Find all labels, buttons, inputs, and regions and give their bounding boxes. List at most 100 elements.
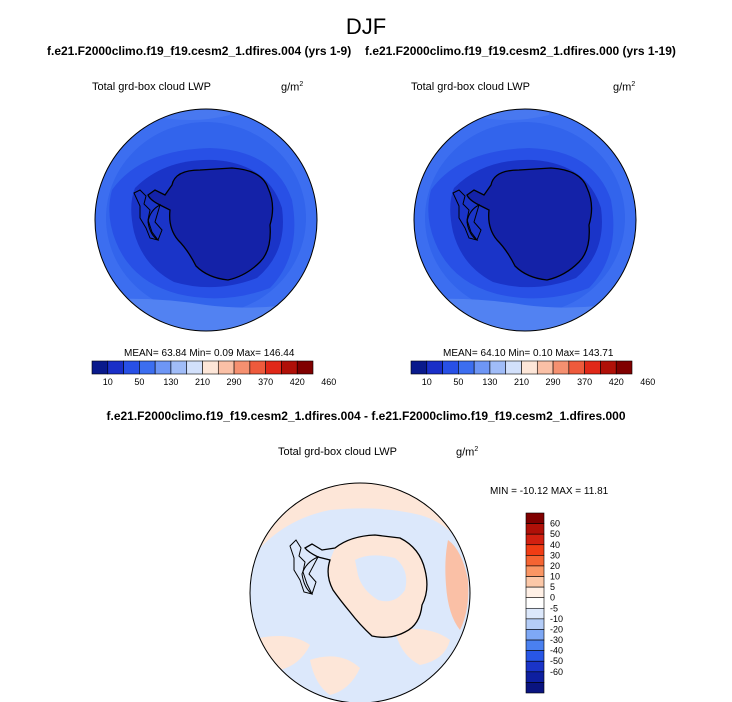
panel-diff-colorbar-tick-label: 0 (550, 593, 555, 603)
panel-a-colorbar-swatch (170, 360, 188, 375)
panel-b-colorbar-swatch (521, 360, 538, 375)
panel-diff-colorbar-swatch (525, 618, 545, 630)
panel-a-colorbar-tick-label: 420 (290, 377, 305, 387)
panel-diff-colorbar-tick-label: 40 (550, 540, 560, 550)
panel-b-colorbar-swatch (473, 360, 491, 375)
figure-title: DJF (345, 14, 387, 39)
panel-diff-colorbar-tick-label: 50 (550, 529, 560, 539)
panel-diff-colorbar-tick-label: -5 (550, 603, 558, 613)
panel-a-colorbar-tick-label: 50 (134, 377, 144, 387)
panel-diff-colorbar-tick-label: -50 (550, 656, 563, 666)
panel-diff-unit: g/m2 (456, 446, 479, 459)
panel-diff-colorbar-tick-label: -40 (550, 646, 563, 656)
panel-b-colorbar-swatch (600, 360, 617, 375)
panel-b-map-border (413, 108, 637, 332)
panel-a-colorbar-swatch (154, 360, 172, 375)
panel-a-map-border (94, 108, 318, 332)
panel-diff-colorbar-tick-label: 5 (550, 582, 555, 592)
panel-a-colorbar-swatch (233, 360, 251, 375)
panel-diff-colorbar-tick-label: -60 (550, 667, 563, 677)
case-a-title: f.e21.F2000climo.f19_f19.cesm2_1.dfires.… (47, 44, 352, 58)
panel-b-unit: g/m2 (613, 81, 636, 94)
panel-b-colorbar-swatch (505, 360, 522, 375)
panel-diff-colorbar-swatch (525, 671, 545, 683)
panel-a-stats: MEAN= 63.84 Min= 0.09 Max= 146.44 (124, 348, 295, 359)
panel-diff-colorbar-tick-label: 60 (550, 519, 560, 529)
panel-diff-colorbar-tick-label: -30 (550, 635, 563, 645)
panel-a-colorbar-swatch (107, 360, 124, 375)
panel-diff-colorbar-swatch (525, 586, 545, 599)
panel-a-colorbar-swatch (202, 360, 219, 375)
panel-diff-colorbar-swatch (525, 660, 545, 673)
panel-diff-colorbar-tick-label: 30 (550, 550, 560, 560)
panel-b-stats: MEAN= 64.10 Min= 0.10 Max= 143.71 (443, 348, 614, 359)
panel-b-colorbar-tick-label: 460 (640, 377, 655, 387)
panel-diff-colorbar-tick-label: -20 (550, 624, 563, 634)
difference-title: f.e21.F2000climo.f19_f19.cesm2_1.dfires.… (106, 409, 626, 423)
panel-diff-colorbar-swatch (525, 639, 545, 651)
panel-b-map (414, 109, 636, 331)
panel-a-colorbar-tick-label: 370 (258, 377, 273, 387)
panel-diff-colorbar-swatch (525, 597, 545, 609)
panel-a-colorbar-tick-label: 130 (163, 377, 178, 387)
panel-diff-colorbar-swatch (525, 523, 545, 535)
panel-diff-colorbar-swatch (525, 565, 545, 577)
panel-a-colorbar-tick-label: 210 (195, 377, 210, 387)
panel-a-colorbar: 10 50 130 210 290 370 420 460 (91, 360, 336, 387)
panel-a-colorbar-swatch (296, 360, 314, 375)
panel-b-colorbar-swatch (410, 360, 428, 375)
panel-diff-colorbar-swatch (525, 512, 545, 524)
panel-b-colorbar-tick-label: 50 (453, 377, 463, 387)
panel-diff-map-border (249, 482, 471, 702)
panel-diff-colorbar-swatch (525, 544, 545, 556)
panel-diff-colorbar-tick-label: 20 (550, 561, 560, 571)
panel-diff-antarctica (304, 534, 428, 638)
panel-b-colorbar-swatch (584, 360, 601, 375)
panel-b-colorbar-tick-label: 290 (546, 377, 561, 387)
panel-diff-colorbar-tick-label: -10 (550, 614, 563, 624)
panel-diff-colorbar-swatch (525, 576, 545, 588)
panel-diff-map (250, 483, 470, 702)
panel-b-colorbar-swatch (552, 360, 570, 375)
panel-diff-variable: Total grd-box cloud LWP (278, 446, 398, 458)
panel-b-colorbar-tick-label: 10 (422, 377, 432, 387)
panel-b-antarctica (466, 167, 593, 281)
panel-b-colorbar-swatch (615, 360, 633, 375)
panel-b-colorbar-swatch (442, 360, 459, 375)
panel-diff-colorbar-swatch (525, 607, 545, 620)
panel-b-colorbar: 10 50 130 210 290 370 420 460 (410, 360, 655, 387)
panel-b-variable: Total grd-box cloud LWP (411, 81, 531, 93)
panel-a-colorbar-swatch (123, 360, 140, 375)
panel-a-variable: Total grd-box cloud LWP (92, 81, 212, 93)
panel-b-colorbar-swatch (489, 360, 507, 375)
panel-a-colorbar-tick-label: 290 (227, 377, 242, 387)
panel-a-colorbar-swatch (249, 360, 266, 375)
panel-b-colorbar-swatch (426, 360, 443, 375)
panel-a-colorbar-swatch (217, 360, 235, 375)
panel-diff-colorbar-swatch (525, 533, 545, 546)
panel-a-colorbar-swatch (265, 360, 282, 375)
panel-a-colorbar-tick-label: 460 (321, 377, 336, 387)
panel-diff-stats: MIN = -10.12 MAX = 11.81 (490, 486, 609, 497)
panel-diff-colorbar-swatch (525, 650, 545, 662)
panel-a-colorbar-swatch (186, 360, 203, 375)
panel-a-colorbar-swatch (91, 360, 109, 375)
panel-b-colorbar-tick-label: 130 (482, 377, 497, 387)
panel-diff-colorbar-swatch (525, 682, 545, 694)
panel-a-colorbar-swatch (139, 360, 156, 375)
panel-b-colorbar-swatch (568, 360, 585, 375)
panel-b-colorbar-tick-label: 420 (609, 377, 624, 387)
case-b-title: f.e21.F2000climo.f19_f19.cesm2_1.dfires.… (365, 44, 676, 58)
panel-a-antarctica (147, 167, 274, 281)
panel-a-map (95, 109, 317, 331)
panel-b-colorbar-swatch (536, 360, 554, 375)
panel-b-colorbar-swatch (458, 360, 475, 375)
panel-a-colorbar-tick-label: 10 (103, 377, 113, 387)
panel-b-colorbar-tick-label: 370 (577, 377, 592, 387)
panel-a-unit: g/m2 (281, 81, 304, 94)
panel-diff-colorbar-swatch (525, 629, 545, 641)
panel-b-colorbar-tick-label: 210 (514, 377, 529, 387)
panel-a-colorbar-swatch (281, 360, 298, 375)
